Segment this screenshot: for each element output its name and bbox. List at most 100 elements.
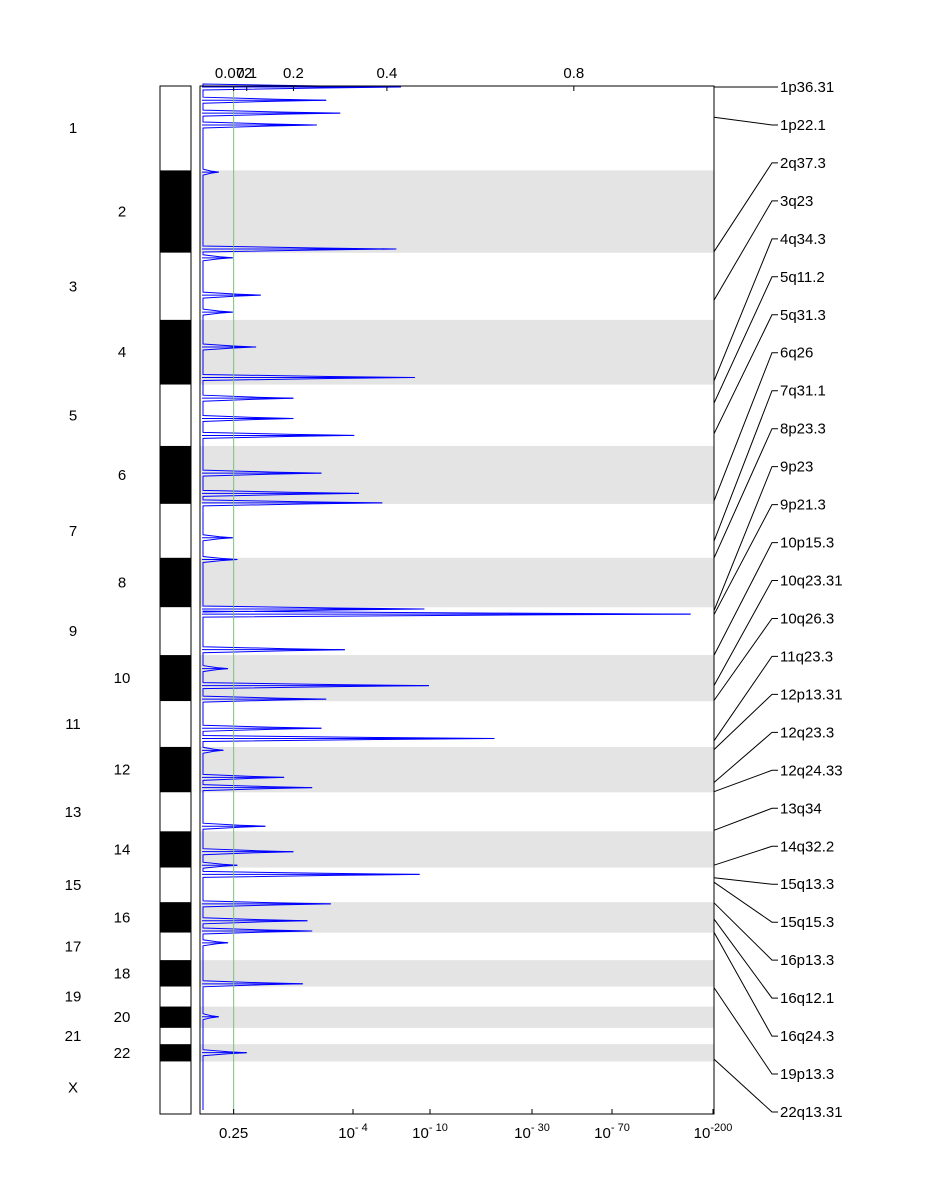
- bottom-tick-label: 10- 30: [514, 1122, 550, 1142]
- cytoband-leader-line: [713, 1058, 778, 1113]
- cytoband-leader-line: [713, 807, 778, 831]
- chromosome-label: 12: [114, 762, 131, 779]
- cytoband-label: 5q31.3: [780, 307, 826, 324]
- chromosome-label: 8: [118, 575, 126, 592]
- cytoband-label: 7q31.1: [780, 383, 826, 400]
- chromosome-label: 20: [114, 1009, 131, 1026]
- cytoband-label: 4q34.3: [780, 231, 826, 248]
- cytoband-label: 10p15.3: [780, 535, 834, 552]
- ideogram-segment-1: [160, 86, 191, 171]
- cytoband-label: 10q26.3: [780, 610, 834, 627]
- bottom-tick-label: 10- 4: [338, 1122, 368, 1142]
- cytoband-label: 5q11.2: [780, 269, 825, 286]
- cytoband-leader-line: [713, 693, 778, 750]
- band-chr-12: [200, 746, 714, 793]
- band-chr-10: [200, 655, 714, 702]
- cytoband-label: 16q24.3: [780, 1028, 834, 1045]
- cytoband-leader-line: [713, 877, 778, 885]
- cytoband-leader-line: [713, 466, 778, 611]
- cytoband-label: 1p36.31: [780, 79, 834, 96]
- cytoband-label: 22q13.31: [780, 1104, 843, 1121]
- top-tick-label: 0.2: [283, 65, 304, 82]
- cytoband-label: 6q26: [780, 345, 813, 362]
- chromosome-label: 1: [69, 120, 77, 137]
- cytoband-label: 19p13.3: [780, 1066, 834, 1083]
- bottom-axis-qvalue: 0.25 10- 4 10- 10 10- 30 10- 70 10-200: [219, 1109, 732, 1142]
- cytoband-label: 10q23.31: [780, 573, 843, 590]
- ideogram-segment-11: [160, 701, 191, 747]
- chromosome-label: 14: [114, 841, 131, 858]
- ideogram-segment-20: [160, 1006, 191, 1028]
- band-chr-14: [200, 831, 714, 868]
- chromosome-bands: [200, 170, 714, 1062]
- ideogram-segment-9: [160, 607, 191, 656]
- ideogram-segment-17: [160, 932, 191, 961]
- cytoband-label: 16p13.3: [780, 952, 834, 969]
- chromosome-label: 5: [69, 407, 77, 424]
- cytoband-label: 12q24.33: [780, 762, 843, 779]
- chromosome-label: 13: [65, 804, 82, 821]
- ideogram-segment-12: [160, 746, 191, 793]
- top-tick-label: 0.072: [215, 65, 253, 82]
- cytoband-leader-line: [713, 390, 778, 542]
- ideogram-segment-10: [160, 655, 191, 702]
- cytoband-leader-line: [713, 918, 778, 999]
- chromosome-label: 11: [65, 716, 81, 733]
- ideogram-segment-4: [160, 319, 191, 385]
- top-tick-label: 0.1: [236, 65, 257, 82]
- chromosome-label: 15: [65, 877, 82, 894]
- band-chr-2: [200, 170, 714, 253]
- cytoband-leader-line: [713, 845, 778, 866]
- chromosome-label: 3: [69, 278, 77, 295]
- cytoband-label: 1p22.1: [780, 117, 826, 134]
- cytoband-label: 15q13.3: [780, 876, 834, 893]
- cytoband-leader-line: [713, 428, 778, 559]
- bottom-tick-label: 10- 70: [594, 1122, 630, 1142]
- top-tick-label: 0.4: [376, 65, 397, 82]
- ideogram-segment-3: [160, 252, 191, 320]
- cytoband-label: 16q12.1: [780, 990, 834, 1007]
- ideogram-segment-13: [160, 792, 191, 832]
- cytoband-leader-line: [713, 987, 778, 1075]
- band-chr-22: [200, 1044, 714, 1062]
- cytoband-leader-line: [713, 200, 778, 301]
- cytoband-leader-line: [713, 902, 778, 961]
- ideogram-segment-18: [160, 960, 191, 987]
- bottom-tick-label: 0.25: [219, 1125, 248, 1142]
- cytoband-leader-line: [713, 276, 778, 404]
- band-chr-18: [200, 960, 714, 987]
- chromosome-label: 7: [69, 523, 77, 540]
- cytoband-label: 14q32.2: [780, 838, 834, 855]
- band-chr-16: [200, 902, 714, 933]
- cytoband-leader-line: [713, 932, 778, 1037]
- chromosome-label: 9: [69, 623, 77, 640]
- ideogram-segment-8: [160, 557, 191, 608]
- ideogram-segment-X: [160, 1061, 191, 1114]
- cytoband-leader-line: [713, 655, 778, 742]
- chromosome-label: 10: [114, 670, 131, 687]
- ideogram-segment-6: [160, 445, 191, 504]
- band-chr-20: [200, 1006, 714, 1028]
- cytoband-labels: 1p36.31 1p22.1 2q37.3 3q23 4q34.3 5q11.2 5q31.…: [713, 79, 843, 1121]
- cytoband-leader-line: [713, 618, 778, 701]
- chromosome-label: 18: [114, 965, 131, 982]
- cytoband-label: 3q23: [780, 193, 813, 210]
- cytoband-label: 12q23.3: [780, 724, 834, 741]
- cytoband-label: 11q23.3: [780, 648, 833, 665]
- ideogram-segment-5: [160, 384, 191, 446]
- plot-frame: [199, 85, 715, 1115]
- chromosome-label: 17: [65, 938, 82, 955]
- cytoband-leader-line: [713, 238, 778, 382]
- cytoband-leader-line: [713, 881, 778, 923]
- cytoband-leader-line: [713, 116, 778, 126]
- gscore-trace: [202, 83, 691, 1110]
- cytoband-label: 8p23.3: [780, 421, 826, 438]
- chromosome-label: 21: [65, 1028, 82, 1045]
- ideogram-segment-22: [160, 1044, 191, 1062]
- band-chr-8: [200, 557, 714, 608]
- ideogram-segment-7: [160, 503, 191, 558]
- cytoband-label: 15q15.3: [780, 914, 834, 931]
